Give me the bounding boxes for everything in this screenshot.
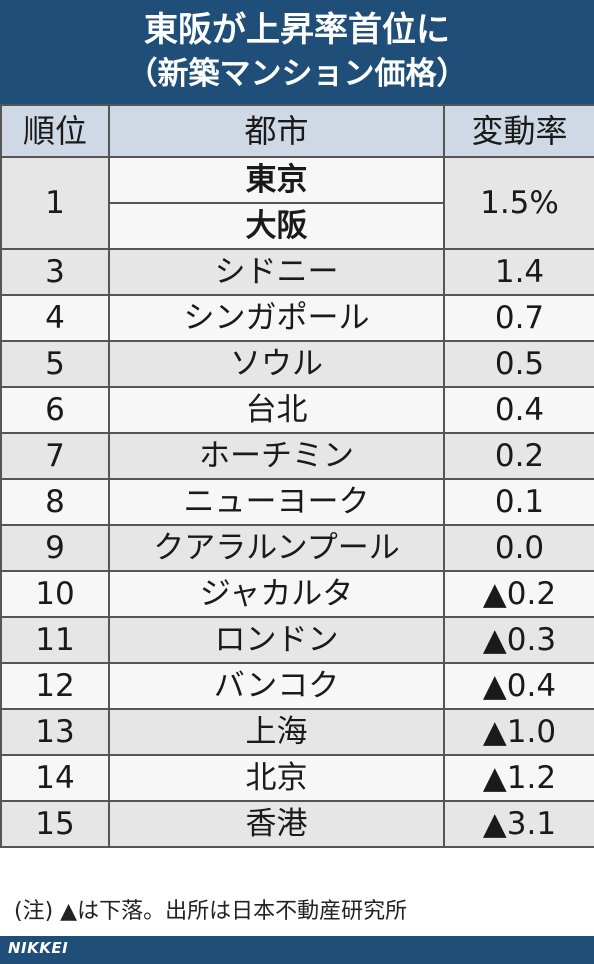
rank-cell: 11 <box>0 616 110 664</box>
rank-cell: 6 <box>0 386 110 434</box>
change-rate-cell: ▲0.3 <box>443 616 594 664</box>
city-cell: ニューヨーク <box>108 478 445 526</box>
table-row: 13 上海 ▲1.0 <box>0 708 594 756</box>
table-row: 14 北京 ▲1.2 <box>0 754 594 802</box>
city-cell: ロンドン <box>108 616 445 664</box>
table-row: 大阪 <box>1 202 594 250</box>
city-cell: ジャカルタ <box>108 570 445 618</box>
city-cell: 東京 <box>108 156 445 204</box>
city-cell: バンコク <box>108 662 445 710</box>
ranking-table: 順位 都市 変動率 1 東京 1.5% 大阪 3 シドニー 1.4 4 シンガポール 0.… <box>0 104 594 848</box>
subtitle: （新築マンション価格） <box>126 56 468 92</box>
change-rate-cell: 0.0 <box>443 524 594 572</box>
nikkei-logo: NIKKEI <box>8 939 69 957</box>
city-cell: クアラルンプール <box>108 524 445 572</box>
change-rate-cell: 0.7 <box>443 294 594 342</box>
rank-cell: 14 <box>0 754 110 802</box>
rank-cell: 3 <box>0 248 110 296</box>
header-city: 都市 <box>108 104 445 158</box>
city-cell: シドニー <box>108 248 445 296</box>
header-rank: 順位 <box>0 104 110 158</box>
table-row: 10 ジャカルタ ▲0.2 <box>0 570 594 618</box>
city-cell: 北京 <box>108 754 445 802</box>
table-row: 9 クアラルンプール 0.0 <box>0 524 594 572</box>
city-cell: 上海 <box>108 708 445 756</box>
table-row: 8 ニューヨーク 0.1 <box>0 478 594 526</box>
rank-cell: 5 <box>0 340 110 388</box>
rank-cell: 1 <box>0 156 110 250</box>
city-cell: ソウル <box>108 340 445 388</box>
title: 東阪が上昇率首位に <box>144 10 450 50</box>
table-row: 6 台北 0.4 <box>0 386 594 434</box>
table-row: 1 東京 1.5% <box>0 156 594 250</box>
rank-cell: 9 <box>0 524 110 572</box>
change-rate-cell: 1.5% <box>443 156 594 250</box>
city-cell: 台北 <box>108 386 445 434</box>
change-rate-cell: 1.4 <box>443 248 594 296</box>
table-row: 15 香港 ▲3.1 <box>0 800 594 848</box>
footnote: (注) ▲は下落。出所は日本不動産研究所 <box>14 899 408 924</box>
change-rate-cell: ▲3.1 <box>443 800 594 848</box>
change-rate-cell: ▲1.0 <box>443 708 594 756</box>
table-header-row: 順位 都市 変動率 <box>0 104 594 158</box>
rank-cell: 7 <box>0 432 110 480</box>
city-cell: ホーチミン <box>108 432 445 480</box>
footer-bar: NIKKEI <box>0 936 594 964</box>
rank-cell: 12 <box>0 662 110 710</box>
change-rate-cell: ▲1.2 <box>443 754 594 802</box>
change-rate-cell: 0.1 <box>443 478 594 526</box>
table-row: 4 シンガポール 0.7 <box>0 294 594 342</box>
rank-cell: 8 <box>0 478 110 526</box>
table-row: 12 バンコク ▲0.4 <box>0 662 594 710</box>
city-cell: シンガポール <box>108 294 445 342</box>
table-row: 7 ホーチミン 0.2 <box>0 432 594 480</box>
change-rate-cell: ▲0.2 <box>443 570 594 618</box>
rank-cell: 15 <box>0 800 110 848</box>
table-row: 5 ソウル 0.5 <box>0 340 594 388</box>
rank-cell: 4 <box>0 294 110 342</box>
rank-cell: 13 <box>0 708 110 756</box>
change-rate-cell: 0.2 <box>443 432 594 480</box>
change-rate-cell: ▲0.4 <box>443 662 594 710</box>
change-rate-cell: 0.5 <box>443 340 594 388</box>
table-row: 3 シドニー 1.4 <box>0 248 594 296</box>
rank-cell: 10 <box>0 570 110 618</box>
city-cell: 大阪 <box>108 202 445 250</box>
change-rate-cell: 0.4 <box>443 386 594 434</box>
city-cell: 香港 <box>108 800 445 848</box>
table-row: 11 ロンドン ▲0.3 <box>0 616 594 664</box>
header-change-rate: 変動率 <box>443 104 594 158</box>
title-banner: 東阪が上昇率首位に （新築マンション価格） <box>0 0 594 104</box>
